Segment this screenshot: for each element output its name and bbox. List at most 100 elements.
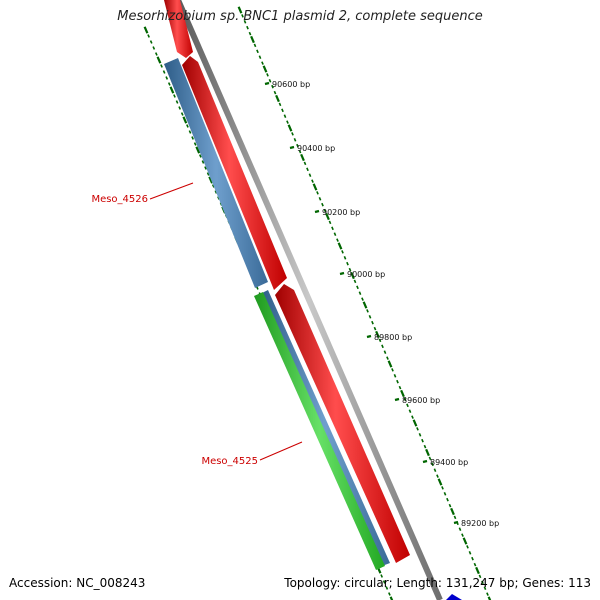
ruler-tick [278, 102, 282, 107]
ruler-tick [162, 70, 166, 74]
ruler-tick [421, 438, 424, 443]
ruler-tick [303, 161, 307, 166]
ruler-tick [188, 130, 192, 134]
ruler-tick [298, 149, 302, 154]
ruler-tick [175, 100, 179, 104]
ruler-tick [437, 478, 443, 486]
ruler-tick [214, 190, 218, 194]
sequence-backbone [175, 0, 443, 600]
ruler-tick [403, 397, 407, 402]
meso-4526-leader [149, 182, 194, 200]
ruler-tick [387, 360, 393, 368]
ruler-tick [154, 52, 158, 56]
ruler-tick [416, 427, 419, 431]
map-title: Mesorhizobium sp. BNC1 plasmid 2, comple… [117, 9, 483, 24]
ruler-tick [471, 556, 474, 561]
ruler-tick [248, 31, 252, 36]
tick-label: 90000 bp [347, 270, 385, 279]
ruler-tick [180, 112, 184, 116]
ruler-tick [378, 338, 382, 343]
ruler-tick [308, 173, 312, 177]
ruler-tick [418, 433, 422, 437]
ruler-tick [160, 64, 163, 68]
ruler-tick [358, 291, 362, 295]
tick-labels: 90600 bp 90400 bp 90200 bp 90000 bp 89800 bp… [264, 80, 499, 528]
ruler-tick [396, 379, 399, 384]
ruler-tick [186, 124, 189, 128]
ruler-tick [343, 256, 347, 260]
ruler-tick [312, 183, 318, 191]
ruler-tick [286, 120, 289, 124]
ruler-tick [237, 6, 243, 14]
ruler-tick [425, 448, 430, 457]
ruler-tick [383, 350, 387, 354]
ruler-tick [253, 43, 257, 48]
ruler-tick [261, 61, 264, 65]
ruler-tick [281, 108, 284, 113]
ruler-tick [388, 592, 391, 596]
ruler-tick [300, 153, 305, 162]
ruler-tick [436, 474, 439, 478]
ruler-tick [271, 84, 274, 89]
outer-tick-ruler [237, 6, 492, 600]
tick-label: 89600 bp [402, 396, 440, 405]
meso-4525-leader [259, 441, 303, 461]
ruler-tick [368, 315, 372, 319]
ruler-tick [211, 184, 215, 188]
ruler-tick [350, 271, 355, 280]
ruler-tick [408, 409, 412, 413]
ruler-tick [293, 138, 297, 142]
ruler-tick [331, 226, 334, 231]
ruler-tick [167, 82, 171, 86]
ruler-tick [423, 444, 427, 449]
ruler-tick [475, 566, 480, 575]
ruler-tick [169, 86, 175, 94]
ruler-tick [411, 415, 414, 419]
ruler-tick [275, 94, 280, 103]
ruler-tick [366, 309, 369, 313]
major-tick-mark [264, 81, 270, 86]
ruler-tick [266, 73, 269, 77]
ruler-tick [466, 545, 469, 549]
ruler-tick [206, 172, 210, 176]
ruler-tick [156, 56, 162, 64]
ruler-tick [328, 220, 332, 225]
ruler-tick [182, 116, 188, 124]
ruler-tick [473, 562, 477, 567]
ruler-tick [391, 368, 394, 372]
gene-feature-meso-4525-green [254, 292, 385, 570]
ruler-tick [458, 527, 462, 531]
tick-label: 89400 bp [430, 458, 468, 467]
ruler-tick [325, 212, 330, 221]
ruler-tick [195, 146, 201, 154]
ruler-tick [256, 49, 259, 54]
ruler-tick [398, 385, 402, 390]
ruler-tick [428, 456, 432, 461]
ruler-tick [486, 592, 489, 596]
ruler-tick [389, 596, 394, 600]
cds-feature-top [164, 0, 193, 58]
meso-4526-label: Meso_4526 [91, 194, 148, 205]
ruler-tick [462, 537, 468, 545]
ruler-tick [393, 374, 397, 378]
ruler-tick [268, 79, 272, 83]
ruler-tick [246, 25, 249, 30]
major-tick-mark [366, 334, 372, 339]
ruler-tick [316, 191, 319, 195]
ruler-tick [461, 533, 464, 537]
accession-text: Accession: NC_008243 [9, 576, 146, 590]
tick-label: 90400 bp [297, 144, 335, 153]
ruler-tick [380, 574, 384, 578]
ruler-tick [321, 202, 324, 207]
ruler-tick [443, 492, 447, 496]
major-tick-mark [339, 271, 345, 276]
ruler-tick [165, 76, 169, 80]
ruler-tick [361, 297, 364, 301]
gene-feature-meso-4526 [164, 58, 268, 288]
ruler-tick [406, 403, 409, 408]
ruler-tick [356, 285, 359, 290]
ruler-tick [273, 90, 277, 95]
meso-4525-label: Meso_4525 [201, 456, 258, 467]
major-tick-mark [394, 397, 400, 402]
